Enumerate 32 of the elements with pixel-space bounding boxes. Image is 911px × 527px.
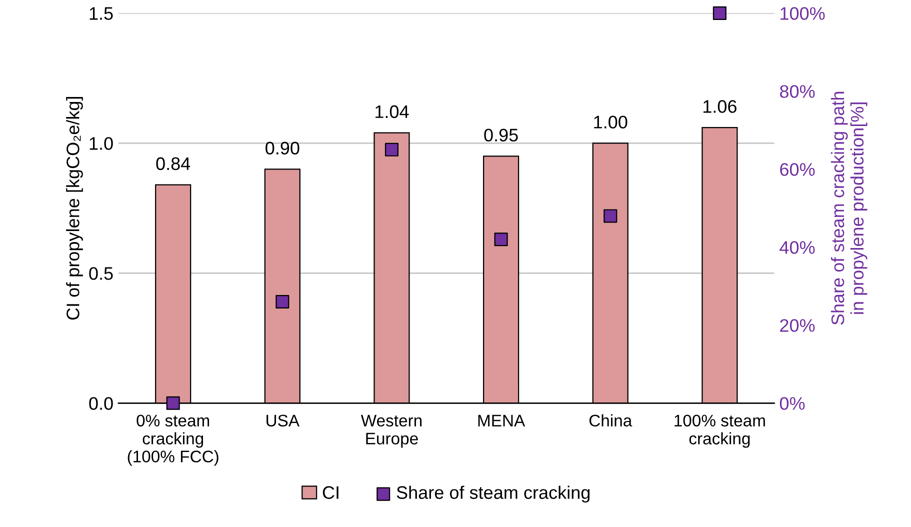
y-tick-label: 1.0: [90, 137, 113, 150]
y-tick-label: 0.5: [89, 267, 113, 280]
x-tick-label: China: [589, 414, 632, 427]
point: [276, 294, 290, 309]
y-axis-title: CI of propylene [kgCO₂e/kg]: [66, 97, 83, 320]
x-tick-label: MENA: [478, 414, 526, 426]
y2-tick-label: 40%: [780, 241, 815, 254]
data-label: 1.00: [594, 116, 628, 128]
x-tick-label: Western Europe: [360, 414, 422, 448]
data-label: 0.90: [266, 142, 300, 154]
y2-tick-label: 60%: [780, 163, 815, 176]
point: [494, 232, 508, 246]
y2-tick-label: 20%: [780, 319, 815, 332]
point: [712, 6, 726, 20]
y2-tick-label: 0%: [780, 397, 805, 410]
x-tick-label: 100% steam cracking: [674, 414, 765, 448]
y2-axis-title: Share of steam cracking path in propylene production[%]: [830, 92, 868, 325]
x-tick-label: 0% steam cracking (100% FCC): [128, 414, 218, 466]
y-tick-label: 1.5: [90, 7, 113, 20]
x-tick-label: USA: [266, 414, 300, 427]
data-label: 1.04: [376, 105, 409, 118]
legend-label: Share of steam cracking: [396, 486, 590, 503]
point: [384, 142, 398, 156]
data-label: 1.06: [704, 100, 736, 113]
y-tick-label: 0.0: [89, 397, 113, 410]
data-label: 0.84: [156, 157, 190, 170]
point: [166, 396, 180, 410]
y2-tick-label: 80%: [780, 85, 815, 98]
point: [604, 209, 618, 223]
data-label: 0.95: [484, 128, 518, 142]
y2-tick-label: 100%: [780, 7, 825, 20]
legend-label: CI: [322, 486, 338, 499]
